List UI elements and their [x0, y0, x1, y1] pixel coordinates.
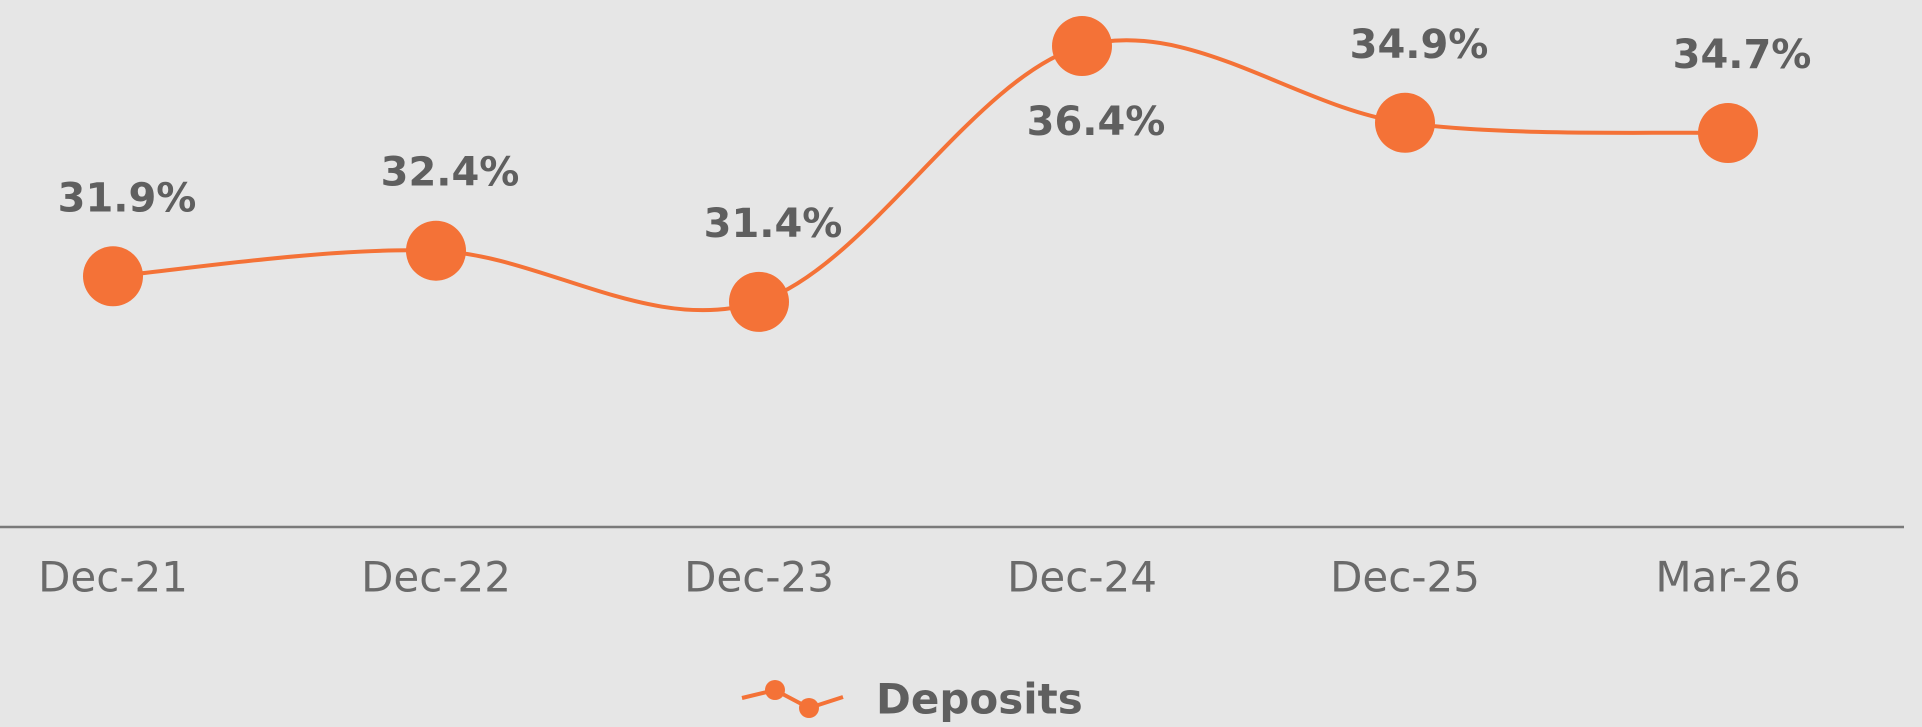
marker: [83, 246, 143, 307]
x-tick-label: Dec-22: [361, 553, 511, 602]
marker: [406, 220, 466, 281]
legend-label: Deposits: [876, 675, 1083, 724]
x-tick-label: Dec-21: [38, 553, 188, 602]
data-label: 31.9%: [58, 175, 197, 221]
legend-icon-marker: [765, 680, 785, 700]
data-label: 34.9%: [1350, 22, 1489, 68]
x-tick-label: Mar-26: [1655, 553, 1800, 602]
data-label: 34.7%: [1673, 32, 1812, 78]
data-label: 31.4%: [704, 201, 843, 247]
x-tick-label: Dec-23: [684, 553, 834, 602]
line: [112, 38, 1729, 313]
marker: [1375, 92, 1435, 153]
legend-icon-marker: [799, 698, 819, 718]
data-label: 36.4%: [1027, 99, 1166, 145]
x-tick-label: Dec-24: [1007, 553, 1157, 602]
x-tick-label: Dec-25: [1330, 553, 1480, 602]
marker: [1052, 16, 1112, 77]
data-label: 32.4%: [381, 150, 520, 196]
marker: [1698, 103, 1758, 164]
legend-icon-line: [741, 687, 844, 711]
marker: [729, 271, 789, 332]
